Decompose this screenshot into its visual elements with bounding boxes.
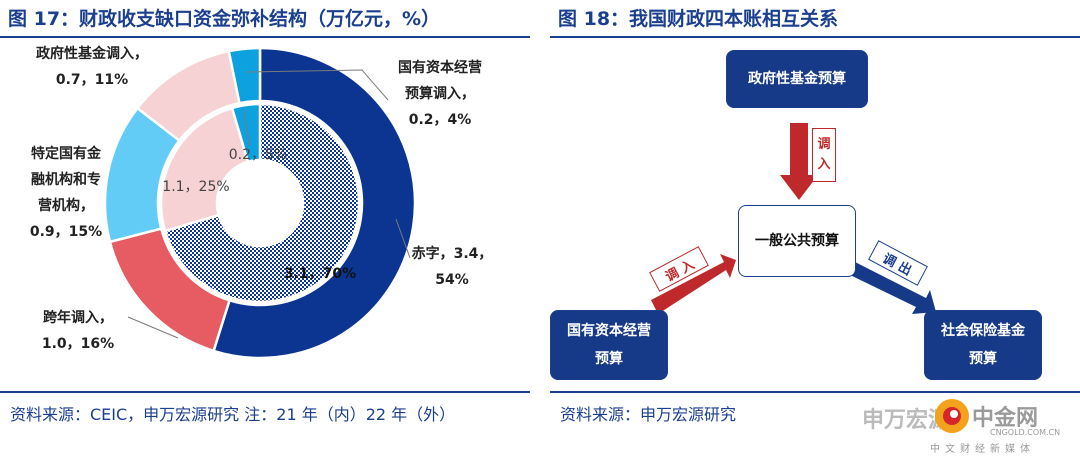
box-gov-fund-budget: 政府性基金预算 [726, 50, 868, 108]
figure-17-source: 资料来源：CEIC，申万宏源研究 注：21 年（内）22 年（外） [10, 405, 456, 424]
outer-slice-label: 营机构， [38, 197, 94, 214]
inner-slice-label: 3.1，70% [284, 266, 356, 282]
char: 调 [817, 137, 831, 152]
leader-line [245, 69, 389, 101]
outer-slice-label: 0.9，15% [30, 224, 102, 240]
inner-ring [159, 102, 361, 304]
outer-slice-label: 1.0，16% [42, 336, 114, 352]
arrow-right-red [651, 254, 736, 314]
outer-slice-label: 54% [435, 272, 469, 288]
leader-line [395, 218, 411, 259]
donut-slice [163, 102, 361, 304]
figure-18-source: 资料来源：申万宏源研究 [560, 405, 737, 424]
figure-17-title: 图 17：财政收支缺口资金弥补结构（万亿元，%） [8, 8, 441, 30]
char: 入 [817, 157, 831, 172]
source-rule [0, 391, 530, 393]
left-panel: 图 17：财政收支缺口资金弥补结构（万亿元，%） 赤字，3.4， 54% 跨年调入，… [0, 0, 530, 463]
leader-line [243, 109, 251, 147]
watermark-url: CNGOLD.COM.CN [990, 428, 1061, 437]
title-rule [550, 36, 1080, 38]
inner-slice-label: 0.2，5% [229, 147, 287, 163]
arrow-down-red [780, 123, 818, 200]
right-panel: 图 18：我国财政四本账相互关系 政府性基金预算 一般公共预算 国有资本经营 预… [550, 0, 1080, 463]
outer-slice-label: 特定国有金 [31, 145, 102, 162]
inner-slice-label: 1.1，25% [162, 179, 229, 195]
outer-slice-label: 0.7，11% [56, 72, 128, 88]
donut-slice [227, 46, 262, 105]
arrow-right-navy [848, 262, 936, 314]
box-label: 一般公共预算 [755, 233, 839, 249]
source-rule [550, 391, 1080, 393]
outer-slice-label: 赤字，3.4， [412, 245, 493, 262]
outer-slice-label: 政府性基金调入， [36, 45, 148, 62]
box-general-budget: 一般公共预算 [738, 205, 856, 277]
donut-slice [230, 102, 262, 164]
outer-slice-label: 预算调入， [405, 85, 475, 102]
donut-slice [212, 46, 417, 360]
label-transfer-in-top: 调 入 [812, 128, 836, 182]
box-social-insurance-budget: 社会保险基金 预算 [924, 310, 1042, 380]
outer-slice-label: 跨年调入， [43, 309, 113, 326]
inner-labels: 3.1，70% 1.1，25%0.2，5% [162, 147, 356, 282]
box-label-line2: 预算 [595, 351, 623, 367]
outer-slice-label: 0.2，4% [409, 112, 472, 128]
flow-arrows [651, 123, 936, 314]
leader-lines [127, 69, 411, 339]
watermark-wechat: 申万宏源 [862, 408, 951, 433]
watermark-brand: 中金网 [972, 406, 1039, 431]
outer-slice-label: 融机构和专 [31, 171, 101, 188]
leader-line [127, 316, 179, 339]
donut-slice [159, 106, 250, 233]
outer-slice-label: 国有资本经营 [398, 59, 482, 76]
title-rule [0, 36, 530, 38]
watermark-tagline: 中文财经新媒体 [930, 444, 1035, 455]
box-state-capital-budget: 国有资本经营 预算 [550, 310, 668, 380]
box-label: 政府性基金预算 [748, 71, 846, 87]
outer-ring [103, 46, 417, 360]
watermark-logo-icon [935, 399, 969, 433]
box-label-line1: 国有资本经营 [567, 323, 651, 339]
box-label-line1: 社会保险基金 [941, 323, 1025, 339]
figure-18-title: 图 18：我国财政四本账相互关系 [558, 8, 839, 30]
box-label-line2: 预算 [969, 351, 997, 367]
